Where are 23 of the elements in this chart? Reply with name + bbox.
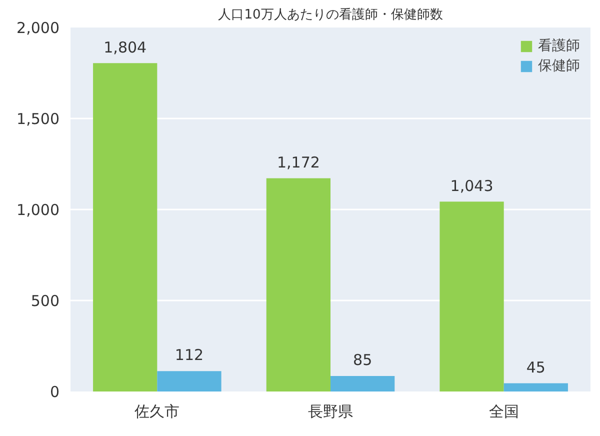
bar	[93, 63, 158, 392]
data-label: 45	[526, 358, 546, 376]
data-label: 1,043	[450, 176, 494, 195]
data-label: 85	[353, 351, 372, 370]
y-tick-label: 1,500	[16, 110, 60, 128]
x-tick-label: 全国	[488, 402, 519, 420]
legend-label: 看護師	[538, 37, 580, 55]
x-tick-label: 佐久市	[134, 402, 180, 420]
data-label: 1,804	[104, 38, 147, 56]
y-tick-label: 1,000	[16, 201, 60, 219]
bar	[330, 376, 395, 392]
bar	[504, 383, 568, 392]
legend-label: 保健師	[538, 57, 580, 75]
bar	[157, 371, 222, 392]
bar	[266, 178, 330, 392]
data-label: 112	[174, 346, 204, 364]
data-label: 1,172	[276, 153, 320, 172]
chart-title: 人口10万人あたりの看護師・保健師数	[218, 8, 443, 22]
x-tick-label: 長野県	[308, 402, 353, 420]
bar	[440, 202, 504, 392]
y-tick-label: 2,000	[16, 19, 60, 37]
y-tick-label: 0	[50, 383, 60, 401]
y-tick-label: 500	[30, 292, 60, 310]
